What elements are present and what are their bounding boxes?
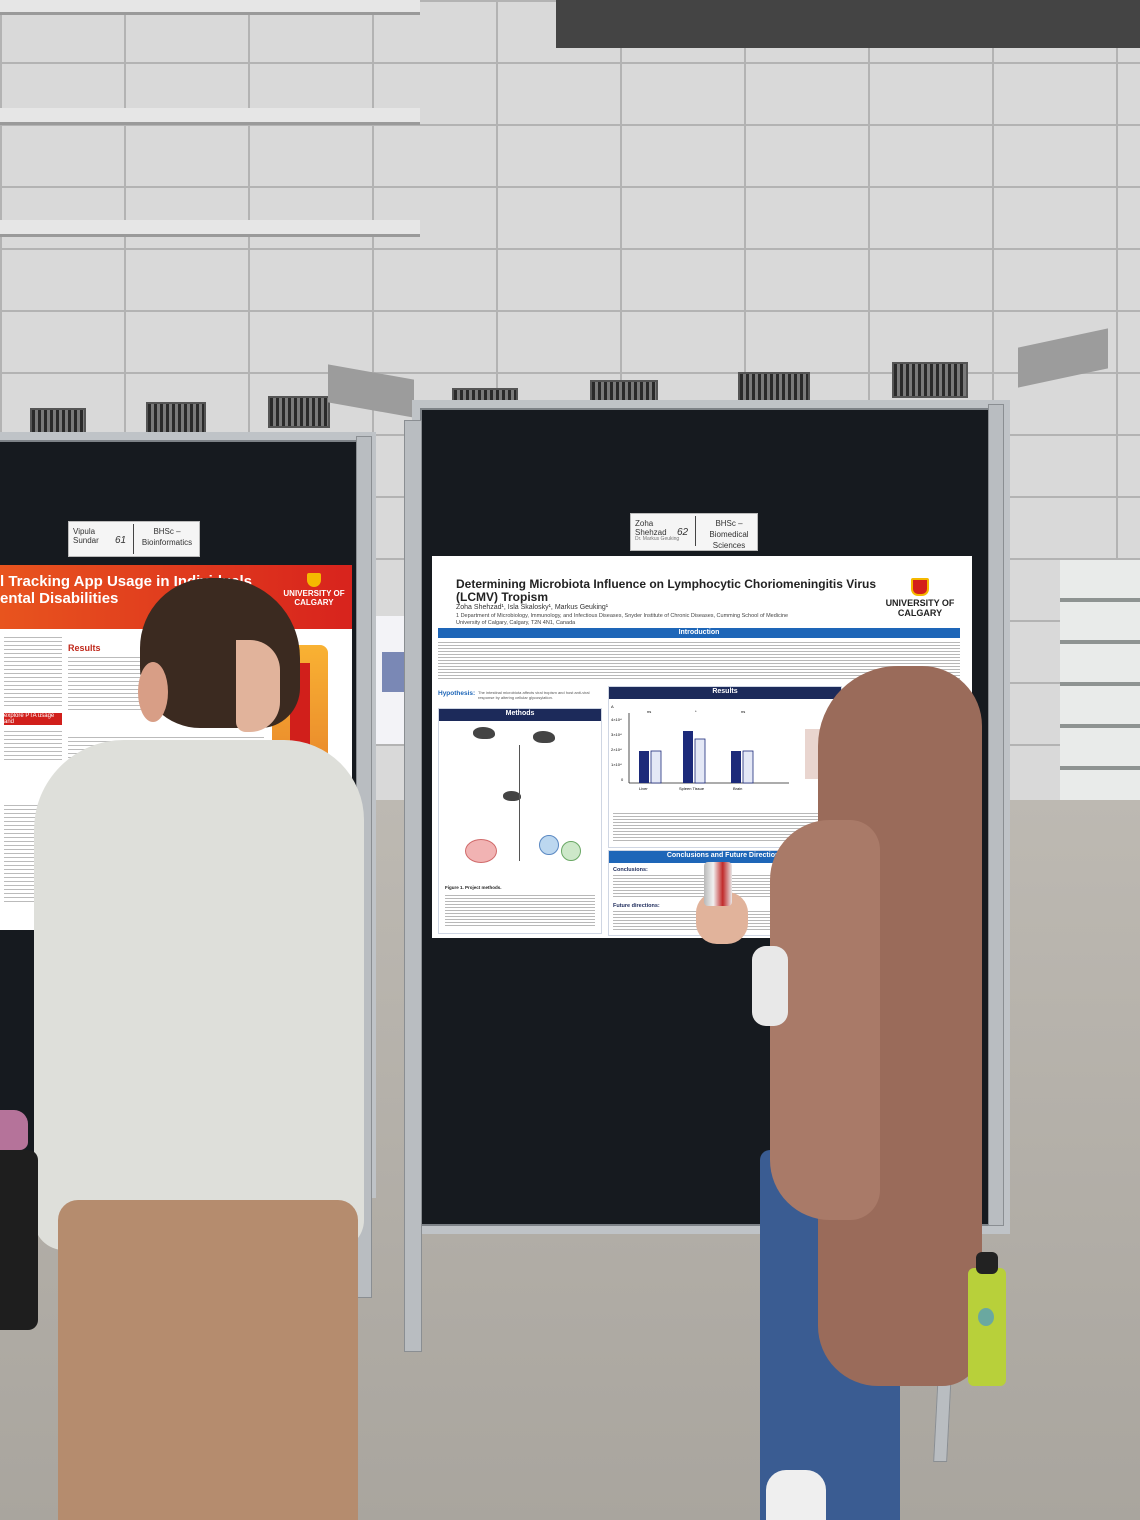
university-logo: UNIVERSITY OF CALGARY: [880, 578, 960, 618]
poster-authors: Zoha Shehzad¹, Isla Skalosky¹, Markus Ge…: [456, 604, 609, 611]
university-logo: UNIVERSITY OF CALGARY: [282, 573, 346, 607]
body-text: [4, 731, 62, 761]
sneaker: [766, 1470, 826, 1520]
poster-number: 61: [115, 535, 127, 546]
woman-shawl: [770, 820, 880, 1220]
poster-affiliation: University of Calgary, Calgary, T2N 4N1,…: [456, 620, 576, 626]
poster-affiliation: 1 Department of Microbiology, Immunology…: [456, 613, 789, 619]
future-directions-label: Future directions:: [613, 903, 660, 909]
y-tick: 2×10⁴: [611, 747, 622, 752]
results-heading: Results: [68, 643, 101, 653]
section-methods: Methods: [439, 709, 601, 721]
presenter-name: Zoha Shehzad: [635, 519, 667, 537]
wall-vent: [268, 396, 330, 428]
mouse-icon: [473, 727, 495, 739]
conclusions-label: Conclusions:: [613, 867, 648, 873]
bag: [0, 1150, 38, 1330]
wall-ledge: [0, 220, 420, 237]
bottle-cap: [976, 1252, 998, 1274]
bar-chart: A B 4×10⁴ 3×10⁴ 2×10⁴ 1×10⁴ 0 ns * ns Li…: [611, 704, 833, 791]
board-post: [404, 420, 422, 1352]
plaque-dish-icon: [465, 839, 497, 863]
crest-icon: [307, 573, 321, 587]
crest-icon: [911, 578, 929, 596]
bar: [731, 751, 741, 783]
section-introduction: Introduction: [438, 628, 960, 638]
left-poster-title-line2: ental Disabilities: [0, 590, 119, 607]
y-tick: 1×10⁴: [611, 762, 622, 767]
highlight-box: explore PTA usage and: [4, 713, 62, 725]
wall-vent: [146, 402, 206, 434]
backpack: [0, 1110, 28, 1150]
panel-label: A: [611, 704, 614, 709]
x-category: Liver: [639, 786, 648, 791]
roll-up-door: [1060, 560, 1140, 800]
presenter-name: Vipula Sundar: [73, 527, 99, 545]
poster-number: 62: [677, 527, 689, 538]
tissue-icon: [561, 841, 581, 861]
wall-ledge: [0, 0, 420, 15]
mouse-icon: [503, 791, 521, 801]
poster-title: Determining Microbiota Influence on Lymp…: [456, 577, 877, 604]
bar: [742, 750, 754, 784]
wall-ledge: [0, 108, 420, 125]
man-trousers: [58, 1200, 358, 1520]
man-face: [236, 640, 280, 732]
y-tick: 3×10⁴: [611, 732, 622, 737]
bar: [694, 738, 706, 784]
mouse-icon: [533, 731, 555, 743]
man-ear: [138, 662, 168, 722]
woman-sleeve: [752, 946, 788, 1026]
man-sweater: [34, 740, 364, 1250]
main-name-card: Zoha Shehzad 62 Dr. Markus Geuking BHSc …: [630, 513, 758, 551]
water-bottle: [968, 1268, 1006, 1386]
hypothesis-text: The intestinal microbiota affects viral …: [478, 690, 590, 700]
y-tick: 0: [621, 777, 624, 782]
methods-panel: Methods Figure 1. Project methods.: [438, 708, 602, 934]
tissue-icon: [539, 835, 559, 855]
significance-label: *: [695, 709, 697, 714]
significance-label: ns: [647, 709, 651, 714]
supervisor-name: Dr. Markus Geuking: [635, 536, 680, 542]
left-name-card: Vipula Sundar 61 BHSc – Bioinformatics: [68, 521, 200, 557]
flow-arrow: [519, 745, 520, 861]
upper-window-band: [556, 0, 1140, 48]
section-results: Results: [609, 687, 841, 699]
program-label: BHSc – Biomedical Sciences: [709, 519, 749, 550]
hypothesis-label: Hypothesis:: [438, 690, 476, 697]
bar: [683, 731, 693, 783]
y-tick: 4×10⁴: [611, 717, 622, 722]
board-post: [988, 404, 1004, 1226]
sticker: [978, 1308, 994, 1326]
figure-caption: Figure 1. Project methods.: [445, 885, 502, 890]
body-text: [4, 637, 62, 707]
significance-label: ns: [741, 709, 745, 714]
x-category: Spleen Tissue: [679, 786, 705, 791]
figure-caption-text: [445, 895, 595, 927]
bar: [650, 750, 662, 784]
x-category: Brain: [733, 786, 742, 791]
soda-can: [704, 862, 732, 906]
program-label: BHSc – Bioinformatics: [141, 527, 193, 547]
wall-vent: [892, 362, 968, 398]
bar: [639, 751, 649, 783]
